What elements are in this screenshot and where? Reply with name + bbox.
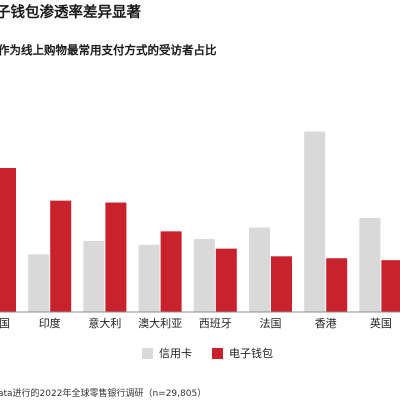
legend-label-credit-card: 信用卡 — [159, 347, 192, 360]
bar-ewallet-6 — [326, 258, 348, 312]
x-tick-label-6: 香港 — [315, 317, 337, 330]
bar-credit-card-1 — [28, 254, 50, 312]
legend-swatch-credit-card — [142, 347, 153, 359]
x-tick-label-1: 印度 — [39, 316, 61, 330]
x-tick-labels: 国 印度 意大利 澳大利亚 西班牙 法国 香港 英国 — [0, 316, 392, 330]
bar-ewallet-3 — [160, 231, 182, 312]
bar-ewallet-0 — [0, 168, 16, 312]
bar-credit-card-4 — [193, 239, 215, 312]
x-tick-label-0: 国 — [0, 317, 10, 330]
bar-credit-card-3 — [138, 244, 160, 312]
legend: 信用卡 电子钱包 — [142, 345, 293, 361]
x-tick-label-2: 意大利 — [88, 316, 121, 330]
bar-credit-card-6 — [304, 131, 326, 312]
bar-ewallet-2 — [105, 202, 127, 312]
source-note: ata进行的2022年全球零售银行调研（n=29,805） — [0, 389, 207, 399]
x-tick-label-7: 英国 — [370, 316, 392, 330]
legend-label-ewallet: 电子钱包 — [229, 347, 273, 360]
bar-credit-card-5 — [249, 227, 270, 312]
bar-credit-card-7 — [359, 217, 381, 312]
bar-ewallet-4 — [215, 248, 237, 312]
x-tick-label-3: 澳大利亚 — [138, 316, 182, 330]
x-tick-label-4: 西班牙 — [199, 317, 232, 330]
chart-subtitle: 作为线上购物最常用支付方式的受访者占比 — [0, 43, 217, 57]
bar-ewallet-5 — [271, 256, 292, 312]
x-tick-label-5: 法国 — [260, 316, 282, 330]
legend-swatch-ewallet — [212, 347, 223, 359]
legend-item-ewallet: 电子钱包 — [212, 345, 273, 361]
bar-ewallet-7 — [381, 260, 400, 312]
legend-item-credit-card: 信用卡 — [142, 345, 192, 361]
chart-title: 子钱包渗透率差异显著 — [0, 5, 141, 21]
bars-group — [0, 131, 400, 312]
bar-credit-card-2 — [83, 240, 105, 312]
bar-ewallet-1 — [50, 200, 72, 312]
